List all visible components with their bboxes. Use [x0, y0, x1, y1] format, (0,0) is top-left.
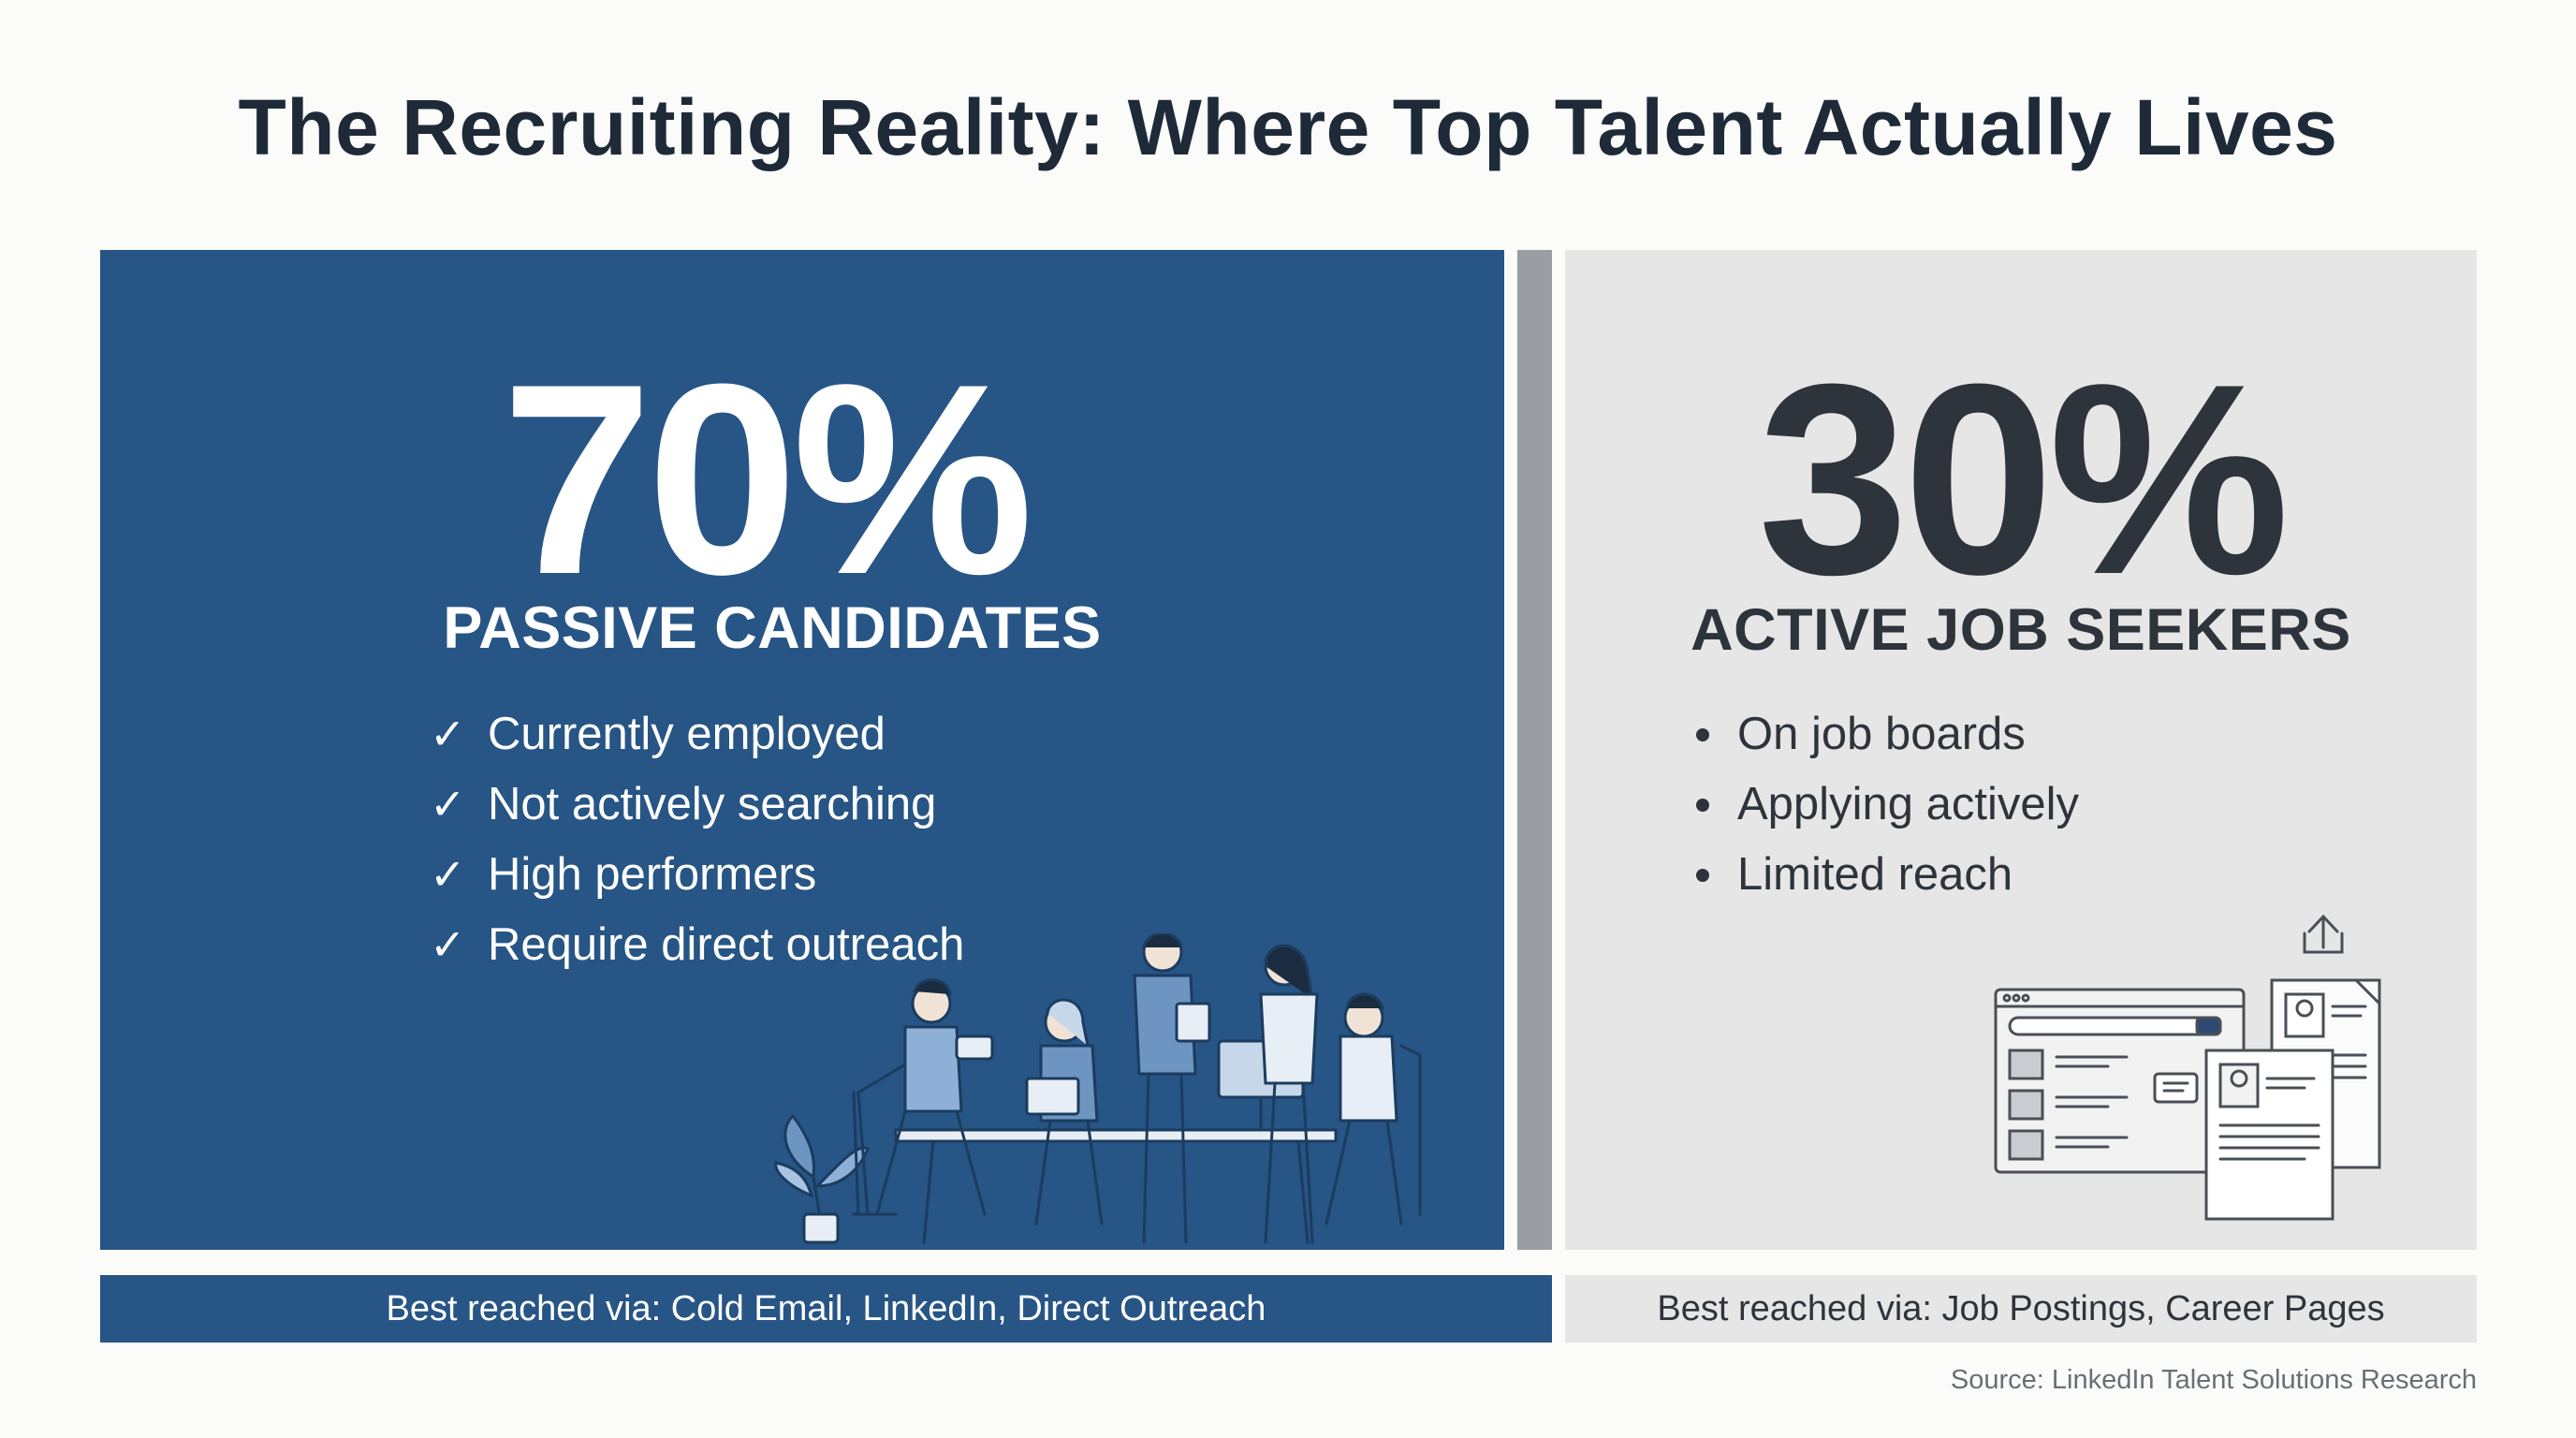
- job-board-illustration: [1994, 914, 2381, 1221]
- upload-icon: [2307, 914, 2339, 949]
- checkmark-icon: ✓: [430, 920, 466, 969]
- passive-percentage: 70%: [501, 328, 1033, 631]
- passive-channels-bar: Best reached via: Cold Email, LinkedIn, …: [100, 1275, 1552, 1343]
- bullet-icon: [1696, 798, 1709, 812]
- active-heading: ACTIVE JOB SEEKERS: [1690, 597, 2351, 663]
- source-citation: Source: LinkedIn Talent Solutions Resear…: [1950, 1365, 2477, 1395]
- list-item: ✓ High performers: [430, 840, 964, 910]
- list-item-label: High performers: [488, 849, 817, 900]
- active-seekers-panel: 30% ACTIVE JOB SEEKERS On job boards App…: [1565, 250, 2477, 1250]
- team-illustration: [774, 933, 1422, 1244]
- list-item: ✓ Require direct outreach: [430, 910, 964, 980]
- panel-divider: [1517, 250, 1552, 1250]
- list-item-label: Require direct outreach: [488, 919, 965, 970]
- checkmark-icon: ✓: [430, 780, 466, 829]
- list-item: ✓ Not actively searching: [430, 770, 964, 840]
- passive-traits-list: ✓ Currently employed ✓ Not actively search…: [430, 699, 964, 980]
- passive-candidates-panel: 70% PASSIVE CANDIDATES ✓ Currently employ…: [100, 250, 1504, 1250]
- page-title: The Recruiting Reality: Where Top Talent…: [238, 83, 2338, 171]
- active-traits-list: On job boards Applying actively Limited …: [1687, 699, 2079, 910]
- checkmark-icon: ✓: [430, 850, 466, 899]
- search-icon: [2195, 1016, 2222, 1036]
- list-item-label: Limited reach: [1737, 849, 2013, 900]
- active-percentage: 30%: [1757, 328, 2290, 631]
- list-item: Applying actively: [1687, 770, 2079, 840]
- checkmark-icon: ✓: [430, 710, 466, 758]
- bullet-icon: [1696, 868, 1709, 882]
- list-item: Limited reach: [1687, 840, 2079, 910]
- list-item: On job boards: [1687, 699, 2079, 770]
- list-item-label: Currently employed: [488, 709, 886, 759]
- bullet-icon: [1696, 727, 1709, 741]
- passive-heading: PASSIVE CANDIDATES: [443, 595, 1102, 661]
- active-channels-bar: Best reached via: Job Postings, Career P…: [1565, 1275, 2477, 1343]
- list-item-label: Not actively searching: [488, 779, 937, 829]
- list-item-label: Applying actively: [1737, 779, 2079, 829]
- list-item: ✓ Currently employed: [430, 699, 964, 770]
- list-item-label: On job boards: [1737, 709, 2026, 759]
